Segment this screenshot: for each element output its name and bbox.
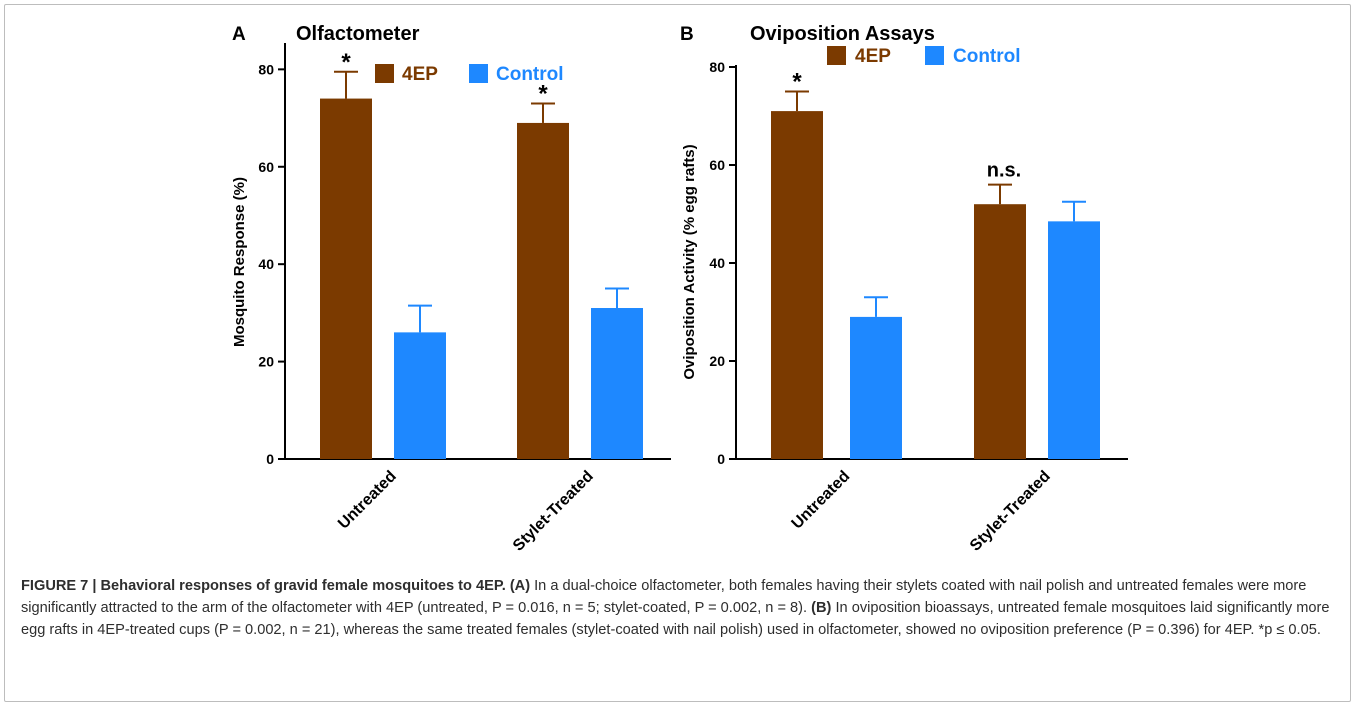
figure-frame [4,4,1351,702]
panel-b-ylabel: Oviposition Activity (% egg rafts) [681,144,698,379]
panel-a-legend-swatch-control [469,64,488,83]
panel-a-bar-4ep-1 [517,122,569,459]
panel-a-legend-label-control: Control [496,64,564,85]
panel-a-legend-label-4ep: 4EP [402,64,438,85]
panel-b-label: B [680,24,694,45]
panel-a-bar-control-0 [394,332,446,459]
panel-b-legend-swatch-4ep [827,46,846,65]
panel-a-title: Olfactometer [296,23,420,45]
panel-a-category-label-0: Untreated [335,468,400,533]
panel-b-ytick-label-60: 60 [709,157,725,173]
panel-a-category-label-1: Stylet-Treated [510,468,597,555]
panel-a-ytick-label-40: 40 [258,256,274,272]
panel-b-ytick-label-0: 0 [717,451,725,467]
panel-b-category-label-0: Untreated [788,468,853,533]
panel-a-ylabel: Mosquito Response (%) [231,177,248,347]
panel-a-annotation-1: * [538,80,548,107]
panel-b-ytick-label-80: 80 [709,59,725,75]
panel-b-legend-label-4ep: 4EP [855,46,891,67]
panel-b-bar-4ep-0 [771,111,823,459]
panel-a-bar-control-1 [591,308,643,459]
caption-part-a-text: In a dual-choice olfactometer, both fema… [21,578,1307,616]
panel-b-legend-swatch-control [925,46,944,65]
caption-part-b-text: In oviposition bioassays, untreated fema… [21,600,1330,638]
panel-b-bar-4ep-1 [974,204,1026,459]
panel-a-annotation-0: * [341,49,351,76]
caption-part-a-label: (A) [509,578,531,594]
panel-b-category-label-1: Stylet-Treated [967,468,1054,555]
panel-a-ytick-label-60: 60 [258,159,274,175]
panel-b-ytick-label-40: 40 [709,255,725,271]
panel-b-bar-control-1 [1048,221,1100,459]
panel-b-annotation-0: * [792,69,802,96]
panel-a-ytick-label-0: 0 [266,451,274,467]
panel-b-ytick-label-20: 20 [709,353,725,369]
panel-a-legend-swatch-4ep [375,64,394,83]
figure-caption: FIGURE 7 | Behavioral responses of gravi… [21,575,1339,641]
panel-a-ytick-label-80: 80 [258,61,274,77]
panel-b-annotation-1: n.s. [987,160,1021,182]
caption-figure-label: FIGURE 7 | Behavioral responses of gravi… [21,578,506,594]
panel-b-bar-control-0 [850,316,902,459]
caption-part-b-label: (B) [811,600,832,616]
panel-a-ytick-label-20: 20 [258,354,274,370]
figure-charts: A Olfactometer Mosquito Response (%) 0 20 40 6… [231,23,1128,555]
panel-b-legend-label-control: Control [953,46,1021,67]
panel-b-title: Oviposition Assays [750,23,935,45]
panel-a-label: A [232,24,246,45]
panel-a-bar-4ep-0 [320,98,372,459]
